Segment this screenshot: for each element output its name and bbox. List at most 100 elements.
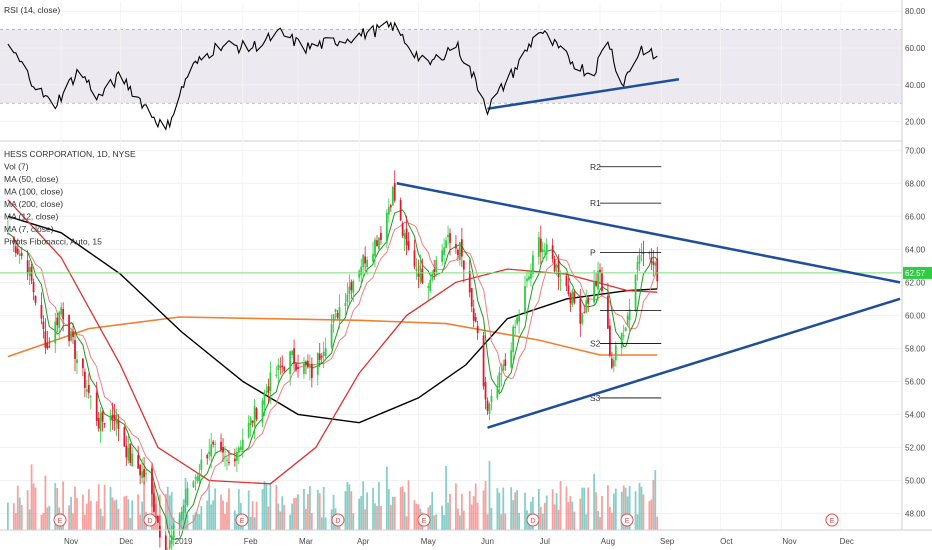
volume-bar	[595, 492, 597, 530]
volume-bar	[654, 470, 657, 530]
candle-body	[168, 540, 171, 549]
volume-bar	[537, 488, 540, 530]
candle-body	[612, 360, 615, 367]
x-tick-label: Jul	[540, 537, 550, 546]
volume-bar	[372, 487, 374, 530]
volume-bar	[612, 493, 615, 530]
volume-bar	[28, 509, 31, 530]
volume-bar	[83, 514, 86, 530]
event-marker-label: E	[240, 518, 245, 525]
candle-body	[502, 364, 505, 371]
candle-body	[569, 293, 572, 304]
event-marker-label: D	[335, 518, 340, 525]
candle-body	[265, 390, 268, 392]
candle-body	[131, 453, 134, 467]
candle-body	[587, 297, 590, 304]
volume-bar	[253, 517, 256, 530]
volume-bar	[614, 488, 617, 530]
volume-bar	[320, 517, 323, 530]
event-marker	[331, 513, 345, 527]
volume-bar	[462, 510, 465, 530]
volume-bar	[545, 495, 548, 530]
candle-body	[638, 254, 641, 264]
candle-body	[449, 233, 451, 243]
volume-bar	[16, 485, 19, 530]
volume-bar	[484, 480, 487, 530]
candle-body	[601, 273, 603, 292]
volume-bar	[12, 503, 15, 530]
candle-body	[109, 415, 112, 421]
price-legend-item: MA (200, close)	[4, 199, 63, 209]
price-legend-item: MA (100, close)	[4, 187, 63, 197]
volume-bar	[486, 514, 489, 530]
volume-bar	[293, 498, 295, 530]
price-tick-label: 52.00	[905, 443, 926, 452]
candle-body	[226, 459, 228, 461]
event-marker-label: E	[422, 518, 427, 525]
candle-body	[427, 286, 430, 288]
candle-body	[516, 317, 519, 324]
volume-bar	[283, 504, 286, 530]
volume-bar	[597, 510, 599, 530]
volume-bar	[324, 517, 327, 530]
pivot-label: R1	[590, 198, 601, 208]
x-tick-label: Jun	[481, 537, 494, 546]
volume-bar	[352, 513, 355, 530]
volume-bar	[532, 496, 534, 530]
volume-bar	[433, 515, 436, 530]
candle-body	[74, 340, 76, 359]
volume-bar	[263, 481, 266, 530]
volume-bar	[139, 514, 142, 530]
volume-bar	[457, 508, 459, 530]
candle-body	[557, 260, 560, 278]
candle-body	[289, 351, 292, 375]
volume-bar	[30, 464, 33, 530]
volume-bar	[18, 497, 21, 530]
candle-body	[474, 316, 477, 322]
volume-bar	[628, 486, 631, 530]
candle-body	[224, 456, 226, 458]
candle-body	[297, 366, 299, 369]
candle-body	[460, 239, 463, 257]
volume-bar	[585, 514, 588, 530]
volume-bar	[20, 504, 23, 530]
candle-body	[387, 206, 390, 215]
candle-body	[372, 253, 374, 262]
price-tick-label: 68.00	[905, 179, 926, 188]
candle-body	[26, 260, 29, 274]
candle-body	[360, 266, 363, 276]
candle-body	[158, 525, 161, 538]
candle-body	[380, 232, 382, 240]
candle-body	[551, 245, 554, 260]
volume-bar	[504, 513, 507, 530]
volume-bar	[636, 514, 639, 530]
rsi-tick-label: 80.00	[905, 7, 926, 16]
x-tick-label: Nov	[782, 537, 796, 546]
candle-body	[208, 451, 211, 455]
volume-bar	[405, 516, 408, 530]
volume-bar	[366, 492, 369, 530]
volume-bar	[196, 513, 199, 530]
candle-body	[101, 411, 104, 422]
volume-bar	[622, 485, 625, 530]
volume-bar	[166, 486, 169, 530]
volume-bar	[413, 500, 416, 530]
volume-bar	[346, 481, 349, 530]
volume-bar	[233, 510, 236, 530]
candle-body	[16, 248, 19, 254]
candle-body	[581, 313, 584, 324]
lower-trendline	[487, 297, 901, 429]
candle-body	[565, 275, 568, 286]
candle-body	[514, 326, 517, 329]
volume-bar	[502, 487, 505, 530]
candle-body	[334, 309, 337, 312]
volume-bar	[399, 487, 402, 530]
candle-body	[407, 241, 410, 251]
candle-body	[405, 228, 408, 246]
candle-body	[543, 250, 546, 252]
candles	[0, 170, 902, 550]
candle-body	[553, 259, 556, 272]
